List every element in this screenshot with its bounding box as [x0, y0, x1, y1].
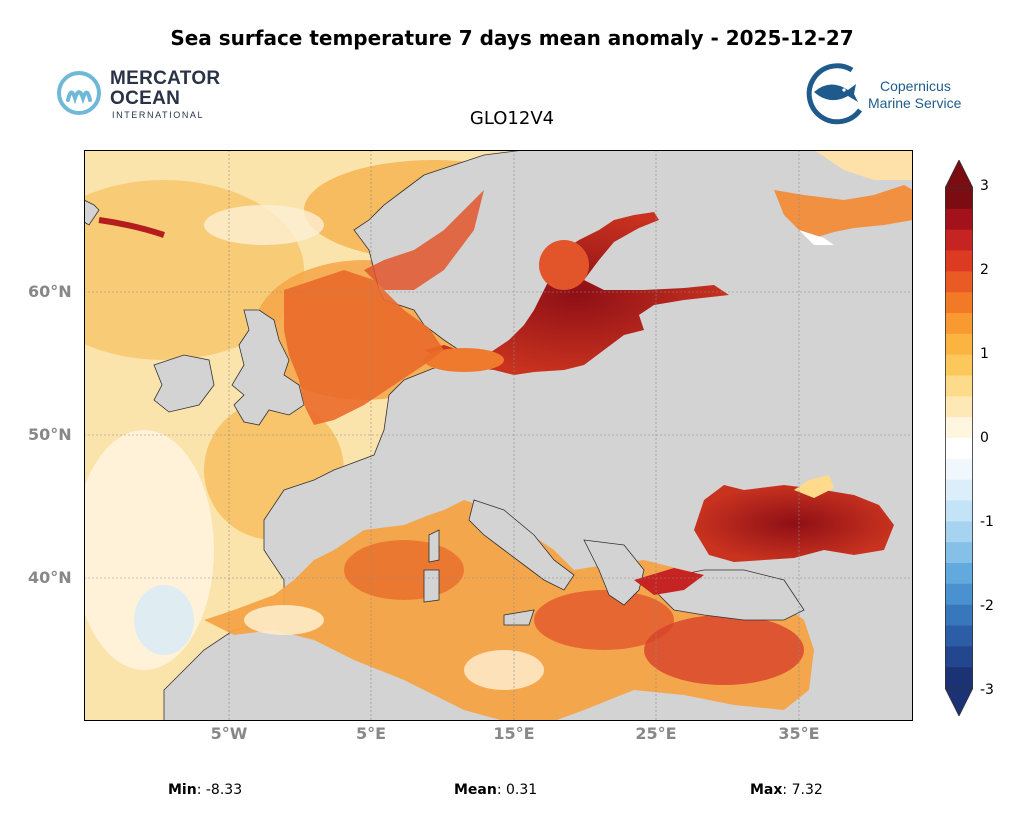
colorbar-step	[945, 500, 973, 522]
copernicus-fish-icon	[806, 63, 863, 125]
north-sea-anomaly	[284, 190, 484, 425]
baltic-sea-anomaly	[424, 212, 729, 375]
colorbar-step	[945, 604, 973, 626]
colorbar-step	[945, 563, 973, 585]
colorbar-step	[945, 313, 973, 335]
colorbar-frame	[945, 187, 973, 689]
mercator-ocean-logo: MERCATOR OCEAN INTERNATIONAL	[56, 68, 256, 128]
stat-mean-label: Mean	[454, 782, 497, 798]
colorbar-step	[945, 271, 973, 293]
colorbar-step	[945, 375, 973, 397]
copernicus-logo-line2: Marine Service	[868, 95, 962, 111]
colorbar-step	[945, 417, 973, 439]
colorbar-label-0: 0	[980, 430, 989, 446]
map-title: Sea surface temperature 7 days mean anom…	[170, 26, 854, 50]
mercator-logo-line3: INTERNATIONAL	[112, 110, 205, 120]
gridlines	[84, 150, 913, 721]
stat-mean-value: 0.31	[506, 782, 538, 798]
colorbar-step	[945, 583, 973, 606]
colorbar-step	[945, 667, 973, 689]
stat-min-label: Min	[168, 782, 197, 798]
lon-label-5w: 5°W	[210, 724, 248, 743]
stat-max-value: 7.32	[791, 782, 823, 798]
colorbar-step	[945, 188, 973, 210]
colorbar-step	[945, 479, 973, 501]
model-subtitle: GLO12V4	[469, 108, 555, 129]
colorbar-label-neg1: -1	[980, 514, 994, 530]
colorbar-label-1: 1	[980, 346, 989, 362]
colorbar-step	[945, 458, 973, 481]
lon-label-5e: 5°E	[355, 724, 387, 743]
colorbar-step	[945, 542, 973, 564]
lon-label-15e: 15°E	[493, 724, 535, 743]
colorbar-steps	[945, 160, 973, 716]
colorbar-step	[945, 396, 973, 418]
mercator-logo-line2: OCEAN	[110, 88, 181, 109]
colorbar-step	[945, 333, 973, 356]
map-frame	[84, 150, 913, 721]
mercator-logo-line1: MERCATOR	[110, 68, 221, 89]
colorbar-step	[945, 250, 973, 272]
lon-label-25e: 25°E	[635, 724, 677, 743]
colorbar-step	[945, 354, 973, 376]
colorbar-step	[945, 438, 973, 460]
copernicus-marine-logo: Copernicus Marine Service	[800, 60, 980, 126]
sst-anomaly-map[interactable]	[84, 150, 913, 721]
lat-label-60n: 60°N	[28, 282, 72, 301]
stat-min: Min: -8.33	[168, 782, 243, 798]
white-sea-anomaly	[774, 150, 913, 245]
stat-max: Max: 7.32	[750, 782, 823, 798]
colorbar-step	[945, 229, 973, 251]
colorbar-label-3: 3	[980, 178, 989, 194]
stat-max-label: Max	[750, 782, 783, 798]
colorbar-step	[945, 521, 973, 543]
colorbar-max-extension	[945, 160, 973, 189]
copernicus-logo-line1: Copernicus	[880, 78, 951, 94]
mercator-m-icon	[57, 71, 101, 115]
colorbar-step	[945, 625, 973, 647]
lon-label-35e: 35°E	[778, 724, 820, 743]
colorbar-label-neg2: -2	[980, 598, 994, 614]
colorbar-label-2: 2	[980, 262, 989, 278]
lat-label-40n: 40°N	[28, 568, 72, 587]
colorbar-label-neg3: -3	[980, 682, 994, 698]
colorbar-step	[945, 292, 973, 314]
lat-label-50n: 50°N	[28, 425, 72, 444]
colorbar-min-extension	[945, 687, 973, 716]
black-sea-anomaly	[634, 475, 894, 595]
stat-mean: Mean: 0.31	[454, 782, 538, 798]
colorbar	[945, 160, 973, 716]
colorbar-step	[945, 646, 973, 668]
italy-peninsula	[423, 499, 575, 626]
stat-min-value: -8.33	[205, 782, 243, 798]
colorbar-step	[945, 208, 973, 231]
